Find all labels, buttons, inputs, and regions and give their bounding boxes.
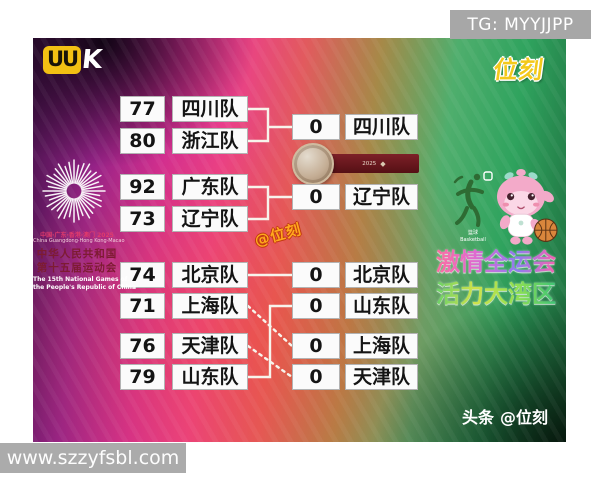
score-box: 73 (120, 206, 165, 232)
tournament-poster: UU K 位刻 中国·广东·香港·澳门 2025 China Guangdong… (33, 38, 566, 442)
score-box: 0 (292, 364, 340, 390)
byline: 头条 @位刻 (462, 404, 548, 428)
byline-handle: @位刻 (499, 408, 548, 427)
bracket-lines (246, 107, 294, 379)
score-box: 79 (120, 364, 165, 390)
team-box: 辽宁队 (172, 206, 248, 232)
score-box: 0 (292, 114, 340, 140)
team-box: 山东队 (345, 293, 418, 319)
score-box: 0 (292, 262, 340, 288)
team-box: 浙江队 (172, 128, 248, 154)
ribbon-text: 2025 (362, 160, 377, 167)
score-box: 76 (120, 333, 165, 359)
team-box: 天津队 (345, 364, 418, 390)
team-box: 四川队 (345, 114, 418, 140)
team-box: 四川队 (172, 96, 248, 122)
score-box: 0 (292, 293, 340, 319)
basketball-icon (534, 218, 558, 242)
emblem-title-1: 中华人民共和国 (36, 248, 118, 260)
basketball-pictogram-icon (453, 171, 493, 227)
emblem-subtitle-2: the People's Republic of China (33, 284, 136, 291)
team-box: 辽宁队 (345, 184, 418, 210)
tg-contact-badge: TG: MYYJJPP (450, 10, 591, 39)
slogan-line-1: 激情全运会 (432, 242, 560, 277)
weike-logo: 位刻 (491, 56, 546, 84)
ribbon-emblem-icon: ◆ (380, 159, 386, 168)
team-box: 上海队 (345, 333, 418, 359)
score-box: 0 (292, 184, 340, 210)
uuk-logo-tile: UU (43, 46, 82, 74)
medal-image (292, 143, 334, 185)
byline-prefix: 头条 (461, 408, 494, 427)
slogan-line-2: 活力大湾区 (432, 274, 560, 309)
team-box: 北京队 (345, 262, 418, 288)
team-box: 广东队 (172, 174, 248, 200)
mascot-illustration (497, 169, 558, 245)
score-box: 80 (120, 128, 165, 154)
score-box: 74 (120, 262, 165, 288)
uuk-logo: UU K (43, 45, 104, 75)
emblem-location-en: China Guangdong·Hong Kong·Macao (33, 238, 125, 244)
site-watermark: www.szzyfsbl.com (0, 443, 186, 473)
emblem-title-2: 第十五届运动会 (36, 262, 118, 274)
emblem-subtitle-1: The 15th National Games of (33, 276, 128, 283)
score-box: 0 (292, 333, 340, 359)
sport-label: 篮球 Basketball (453, 230, 493, 244)
emblem-location: 中国·广东·香港·澳门 2025 (40, 232, 114, 239)
firework-emblem-icon (42, 159, 106, 223)
team-box: 天津队 (172, 333, 248, 359)
uuk-logo-k: K (80, 45, 104, 75)
score-box: 92 (120, 174, 165, 200)
score-box: 77 (120, 96, 165, 122)
medal-ribbon: 2025 ◆ (329, 154, 419, 173)
sport-label-cn: 篮球 (467, 230, 478, 236)
team-box: 山东队 (172, 364, 248, 390)
score-box: 71 (120, 293, 165, 319)
team-box: 北京队 (172, 262, 248, 288)
sport-label-en: Basketball (460, 237, 486, 243)
team-box: 上海队 (172, 293, 248, 319)
